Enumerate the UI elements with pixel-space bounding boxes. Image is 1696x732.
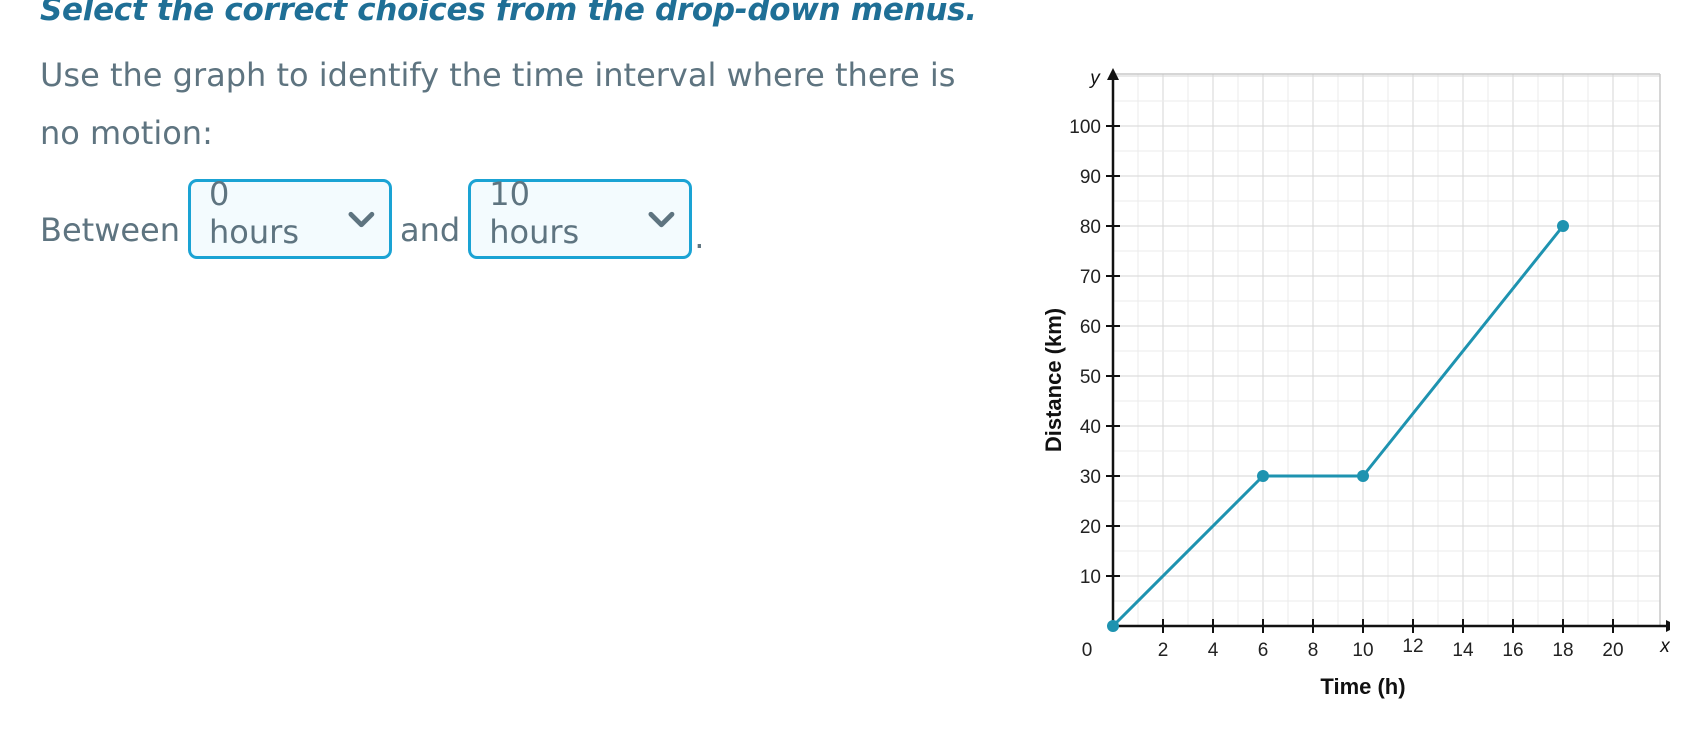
y-tick-label: 90 — [1080, 167, 1101, 188]
sentence-connector: and — [400, 211, 461, 249]
y-tick-label: 40 — [1080, 417, 1101, 438]
chevron-down-icon — [348, 211, 375, 228]
sentence-suffix: . — [694, 218, 705, 256]
y-tick-label: 100 — [1069, 117, 1101, 138]
y-tick-label: 80 — [1080, 217, 1101, 238]
series-line — [1111, 225, 1565, 628]
question-prompt: Use the graph to identify the time inter… — [40, 56, 956, 152]
y-tick-label: 50 — [1080, 367, 1101, 388]
x-tick-label: 16 — [1502, 640, 1523, 661]
x-axis-title: Time (h) — [1320, 674, 1405, 699]
x-tick-label: 14 — [1452, 640, 1474, 661]
y-tick-label: 60 — [1080, 317, 1101, 338]
start-time-dropdown[interactable]: 0 hours — [188, 175, 393, 259]
end-time-value: 10 hours — [489, 175, 580, 251]
x-tick-label: 2 — [1158, 640, 1169, 661]
x-axis-variable: x — [1659, 636, 1670, 657]
end-time-dropdown[interactable]: 10 hours — [468, 175, 693, 259]
chevron-down-icon — [648, 211, 675, 228]
data-point — [1557, 220, 1569, 232]
x-tick-label: 4 — [1208, 640, 1219, 661]
distance-time-graph: 0 2 4 6 8 10 12 14 16 18 20 10 20 30 40 50 60 70 80 90 100 x y… — [1041, 68, 1670, 699]
start-time-value: 0 hours — [209, 175, 299, 251]
x-tick-label: 20 — [1602, 640, 1623, 661]
y-tick-label: 10 — [1080, 567, 1101, 588]
y-tick-label: 70 — [1080, 267, 1101, 288]
y-axis-variable: y — [1088, 68, 1101, 89]
x-tick-label: 0 — [1082, 640, 1093, 661]
instruction-heading: Select the correct choices from the drop… — [40, 0, 977, 28]
x-tick-label: 12 — [1402, 636, 1423, 657]
x-tick-label: 6 — [1258, 640, 1269, 661]
y-tick-label: 30 — [1080, 467, 1101, 488]
data-point — [1107, 620, 1119, 632]
y-tick-label: 20 — [1080, 517, 1101, 538]
data-point — [1357, 470, 1369, 482]
x-tick-label: 18 — [1552, 640, 1573, 661]
x-axis-arrow — [1666, 620, 1670, 632]
y-axis-arrow — [1107, 68, 1119, 80]
x-tick-label: 8 — [1308, 640, 1319, 661]
sentence-prefix: Between — [40, 211, 181, 249]
y-axis-title: Distance (km) — [1041, 308, 1066, 452]
data-point — [1257, 470, 1269, 482]
answer-sentence: Between 0 hours and 10 hours . — [40, 175, 705, 260]
x-tick-label: 10 — [1352, 640, 1373, 661]
